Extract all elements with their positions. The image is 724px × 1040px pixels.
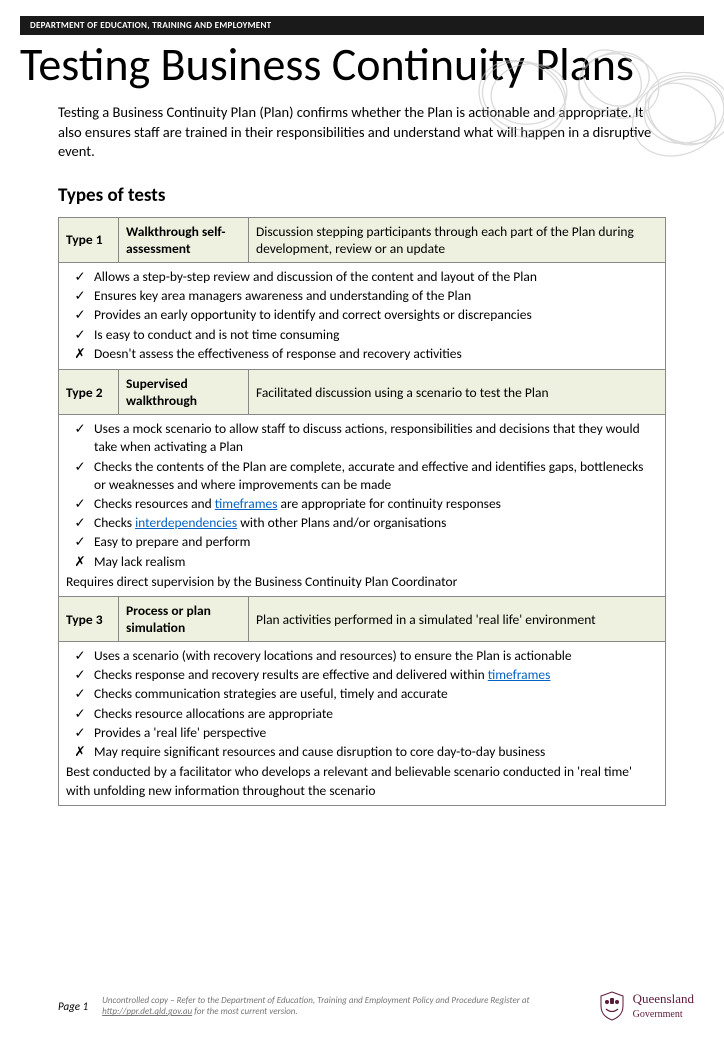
type-detail-row: ✓ Allows a step-by-step review and discus… <box>59 262 666 369</box>
cross-icon: ✗ <box>72 345 88 363</box>
type-note: Requires direct supervision by the Busin… <box>66 573 658 591</box>
check-icon: ✓ <box>72 724 88 742</box>
list-item-text: May require significant resources and ca… <box>94 743 545 760</box>
type-header-row: Type 3Process or plan simulationPlan act… <box>59 597 666 642</box>
check-icon: ✓ <box>72 514 88 532</box>
check-icon: ✓ <box>72 306 88 324</box>
list-item-text: Ensures key area managers awareness and … <box>94 287 471 304</box>
section-heading: Types of tests <box>58 184 666 207</box>
list-item-text: Easy to prepare and perform <box>94 533 250 550</box>
list-item-text: Uses a mock scenario to allow staff to d… <box>94 420 640 455</box>
cross-icon: ✗ <box>72 553 88 571</box>
list-item: ✓ Checks resource allocations are appropr… <box>70 705 658 723</box>
logo-line2: Government <box>633 1009 683 1020</box>
test-types-table: Type 1Walkthrough self-assessmentDiscuss… <box>58 217 666 806</box>
list-item: ✓ Checks response and recovery results ar… <box>70 666 658 684</box>
list-item: ✓ Easy to prepare and perform <box>70 533 658 551</box>
list-item-text: Checks the contents of the Plan are comp… <box>94 458 643 493</box>
type-detail-cell: ✓ Allows a step-by-step review and discus… <box>59 262 666 369</box>
list-item: ✗ May lack realism <box>70 553 658 571</box>
list-item-text: Is easy to conduct and is not time consu… <box>94 326 339 343</box>
check-icon: ✓ <box>72 685 88 703</box>
type-detail-row: ✓ Uses a scenario (with recovery location… <box>59 642 666 806</box>
main-content: Testing a Business Continuity Plan (Plan… <box>58 103 666 806</box>
cross-icon: ✗ <box>72 743 88 761</box>
check-list: ✓ Allows a step-by-step review and discus… <box>66 268 658 363</box>
check-icon: ✓ <box>72 287 88 305</box>
check-icon: ✓ <box>72 495 88 513</box>
list-item-text: Doesn't assess the effectiveness of resp… <box>94 345 462 362</box>
type-detail-row: ✓ Uses a mock scenario to allow staff to … <box>59 415 666 597</box>
list-item: ✓ Uses a scenario (with recovery location… <box>70 647 658 665</box>
check-list: ✓ Uses a scenario (with recovery location… <box>66 647 658 761</box>
list-item: ✓ Checks resources and timeframes are app… <box>70 495 658 513</box>
type-description: Discussion stepping participants through… <box>249 217 666 262</box>
list-item: ✓ Uses a mock scenario to allow staff to … <box>70 420 658 456</box>
department-header: DEPARTMENT OF EDUCATION, TRAINING AND EM… <box>20 16 704 35</box>
check-list: ✓ Uses a mock scenario to allow staff to … <box>66 420 658 571</box>
list-item: ✓ Checks communication strategies are use… <box>70 685 658 703</box>
qld-gov-logo: Queensland Government <box>597 990 694 1022</box>
list-item-text: Uses a scenario (with recovery locations… <box>94 647 572 664</box>
list-item-text: May lack realism <box>94 553 185 570</box>
type-detail-cell: ✓ Uses a mock scenario to allow staff to … <box>59 415 666 597</box>
list-item-text: Checks response and recovery results are… <box>94 666 550 683</box>
type-header-row: Type 1Walkthrough self-assessmentDiscuss… <box>59 217 666 262</box>
list-item: ✓ Checks the contents of the Plan are com… <box>70 458 658 494</box>
check-icon: ✓ <box>72 420 88 438</box>
check-icon: ✓ <box>72 705 88 723</box>
type-description: Plan activities performed in a simulated… <box>249 597 666 642</box>
type-header-row: Type 2Supervised walkthroughFacilitated … <box>59 370 666 415</box>
check-icon: ✓ <box>72 666 88 684</box>
list-item-text: Checks communication strategies are usef… <box>94 685 448 702</box>
check-icon: ✓ <box>72 326 88 344</box>
decorative-scribble <box>464 36 724 176</box>
list-item: ✓ Provides an early opportunity to identi… <box>70 306 658 324</box>
list-item-text: Checks resource allocations are appropri… <box>94 705 333 722</box>
check-icon: ✓ <box>72 458 88 476</box>
list-item: ✓ Checks interdependencies with other Pla… <box>70 514 658 532</box>
list-item-text: Checks interdependencies with other Plan… <box>94 514 446 531</box>
list-item: ✓ Is easy to conduct and is not time cons… <box>70 326 658 344</box>
list-item: ✗ May require significant resources and c… <box>70 743 658 761</box>
list-item-text: Provides an early opportunity to identif… <box>94 306 532 323</box>
type-label: Type 1 <box>59 217 119 262</box>
list-item: ✗ Doesn't assess the effectiveness of res… <box>70 345 658 363</box>
type-label: Type 3 <box>59 597 119 642</box>
logo-line1: Queensland <box>633 991 694 1006</box>
page-number: Page 1 <box>58 1000 88 1013</box>
list-item-text: Checks resources and timeframes are appr… <box>94 495 501 512</box>
list-item: ✓ Allows a step-by-step review and discus… <box>70 268 658 286</box>
type-name: Process or plan simulation <box>119 597 249 642</box>
list-item: ✓ Provides a 'real life' perspective <box>70 724 658 742</box>
type-note: Best conducted by a facilitator who deve… <box>66 763 658 799</box>
list-item-text: Allows a step-by-step review and discuss… <box>94 268 537 285</box>
check-icon: ✓ <box>72 268 88 286</box>
list-item-text: Provides a 'real life' perspective <box>94 724 266 741</box>
type-detail-cell: ✓ Uses a scenario (with recovery location… <box>59 642 666 806</box>
type-description: Facilitated discussion using a scenario … <box>249 370 666 415</box>
check-icon: ✓ <box>72 533 88 551</box>
coat-of-arms-icon <box>597 990 627 1022</box>
type-name: Walkthrough self-assessment <box>119 217 249 262</box>
check-icon: ✓ <box>72 647 88 665</box>
list-item: ✓ Ensures key area managers awareness and… <box>70 287 658 305</box>
page-footer: Page 1 Uncontrolled copy – Refer to the … <box>58 990 694 1022</box>
type-name: Supervised walkthrough <box>119 370 249 415</box>
type-label: Type 2 <box>59 370 119 415</box>
footer-disclaimer: Uncontrolled copy – Refer to the Departm… <box>102 995 583 1018</box>
